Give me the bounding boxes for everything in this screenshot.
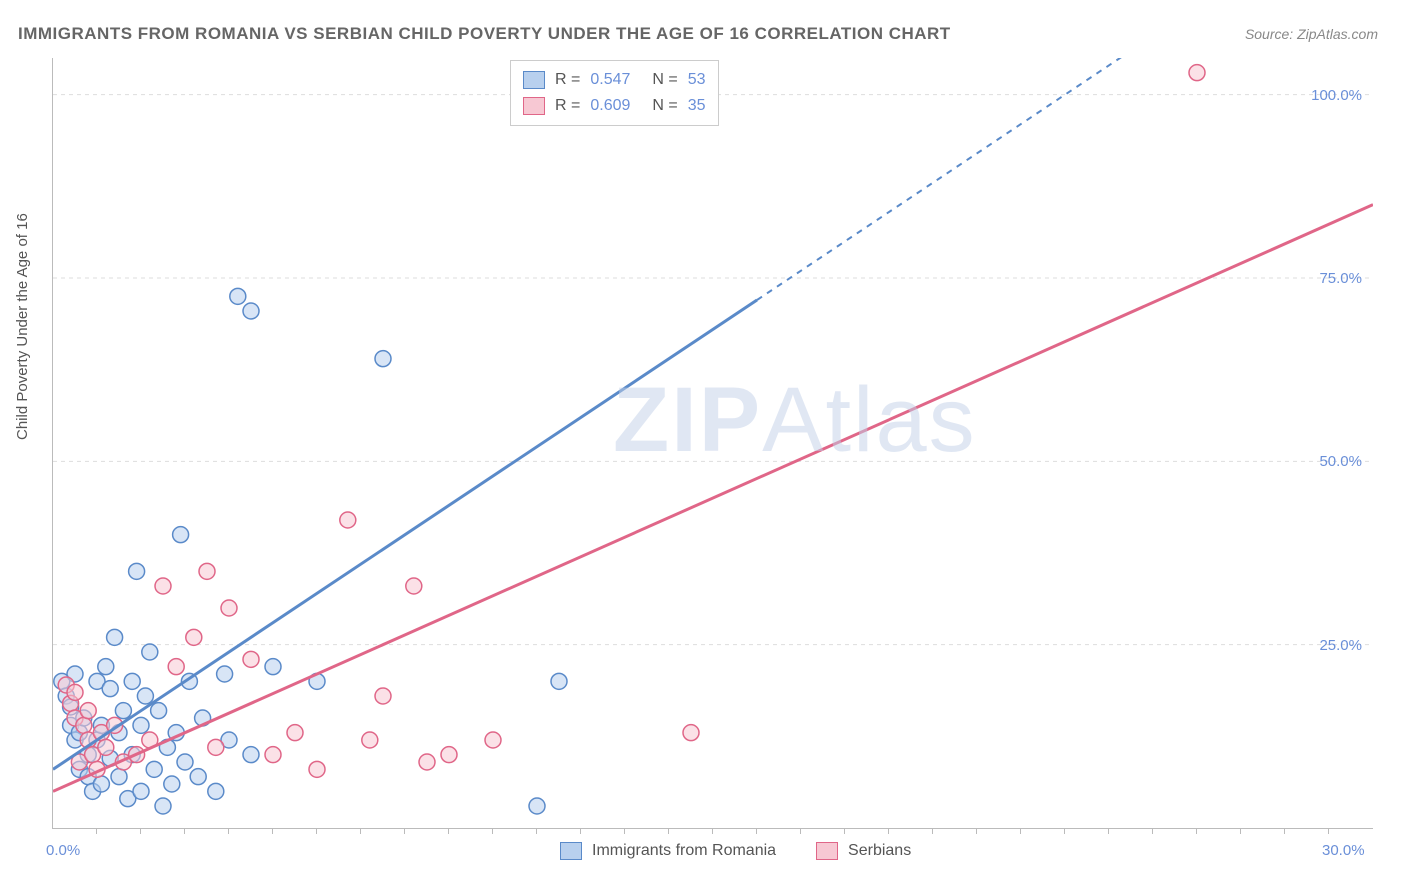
x-tick-mark	[272, 828, 273, 834]
x-tick-mark	[1108, 828, 1109, 834]
x-tick-mark	[580, 828, 581, 834]
y-tick-label: 50.0%	[1292, 453, 1362, 470]
y-tick-label: 25.0%	[1292, 637, 1362, 654]
x-tick-mark	[1240, 828, 1241, 834]
chart-title: IMMIGRANTS FROM ROMANIA VS SERBIAN CHILD…	[18, 24, 951, 44]
x-tick-mark	[800, 828, 801, 834]
chart-plot-area: ZIPAtlas	[52, 58, 1373, 829]
legend-swatch-serbians-bottom	[816, 842, 838, 860]
legend-label-romania: Immigrants from Romania	[592, 842, 776, 860]
x-tick-mark	[976, 828, 977, 834]
legend-swatch-serbians	[523, 97, 545, 115]
x-tick-mark	[932, 828, 933, 834]
n-label-1: N =	[652, 71, 677, 89]
n-value-1: 53	[688, 71, 706, 89]
x-tick-mark	[712, 828, 713, 834]
source-attribution: Source: ZipAtlas.com	[1245, 26, 1378, 42]
x-tick-mark	[624, 828, 625, 834]
y-axis-label: Child Poverty Under the Age of 16	[14, 213, 31, 440]
x-tick-mark	[228, 828, 229, 834]
legend-item-romania: Immigrants from Romania	[560, 842, 776, 860]
legend-label-serbians: Serbians	[848, 842, 911, 860]
r-value-1: 0.547	[590, 71, 630, 89]
legend-swatch-romania-bottom	[560, 842, 582, 860]
legend-row-1: R = 0.547 N = 53	[523, 67, 706, 93]
r-label-2: R =	[555, 97, 580, 115]
x-tick-mark	[1152, 828, 1153, 834]
legend-item-serbians: Serbians	[816, 842, 911, 860]
x-tick-mark	[1328, 828, 1329, 834]
x-tick-mark	[316, 828, 317, 834]
x-tick-mark	[1196, 828, 1197, 834]
correlation-legend: R = 0.547 N = 53 R = 0.609 N = 35	[510, 60, 719, 126]
x-tick-label: 0.0%	[46, 842, 80, 859]
x-tick-mark	[448, 828, 449, 834]
r-value-2: 0.609	[590, 97, 630, 115]
x-tick-mark	[492, 828, 493, 834]
x-tick-mark	[404, 828, 405, 834]
x-tick-mark	[184, 828, 185, 834]
r-label-1: R =	[555, 71, 580, 89]
legend-row-2: R = 0.609 N = 35	[523, 93, 706, 119]
series-legend: Immigrants from Romania Serbians	[560, 842, 911, 860]
n-value-2: 35	[688, 97, 706, 115]
x-tick-mark	[1284, 828, 1285, 834]
x-tick-mark	[1064, 828, 1065, 834]
x-tick-label: 30.0%	[1322, 842, 1365, 859]
x-tick-mark	[1020, 828, 1021, 834]
x-tick-mark	[888, 828, 889, 834]
x-tick-mark	[756, 828, 757, 834]
x-tick-mark	[96, 828, 97, 834]
x-tick-mark	[360, 828, 361, 834]
x-tick-mark	[844, 828, 845, 834]
x-tick-mark	[536, 828, 537, 834]
x-tick-mark	[140, 828, 141, 834]
n-label-2: N =	[652, 97, 677, 115]
legend-swatch-romania	[523, 71, 545, 89]
y-tick-label: 75.0%	[1292, 270, 1362, 287]
y-tick-label: 100.0%	[1292, 87, 1362, 104]
chart-svg	[53, 58, 1373, 828]
x-tick-mark	[668, 828, 669, 834]
